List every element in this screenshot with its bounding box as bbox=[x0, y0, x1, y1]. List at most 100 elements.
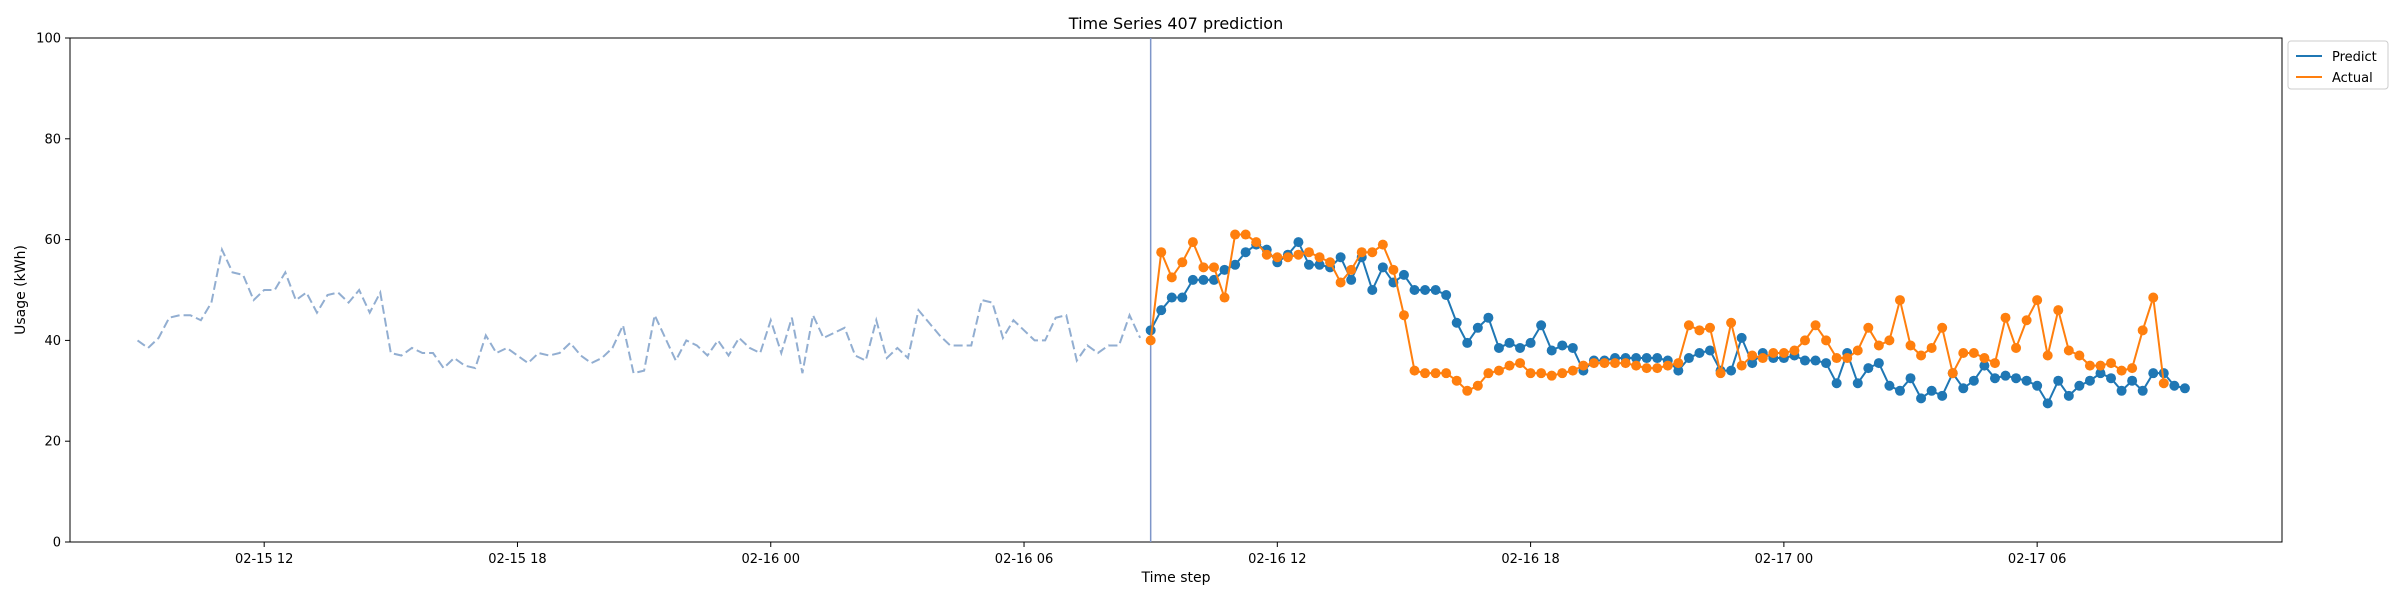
predict-point bbox=[1683, 353, 1694, 364]
predict-point bbox=[1958, 383, 1969, 394]
actual-point bbox=[1409, 365, 1420, 376]
predict-point bbox=[1525, 337, 1536, 348]
actual-point bbox=[2042, 350, 2053, 361]
predict-point bbox=[1177, 292, 1188, 303]
predict-point bbox=[1187, 274, 1198, 285]
actual-point bbox=[1462, 385, 1473, 396]
actual-point bbox=[1187, 237, 1198, 248]
predict-point bbox=[1873, 358, 1884, 369]
actual-point bbox=[1947, 368, 1958, 379]
predict-point bbox=[1335, 252, 1346, 263]
actual-point bbox=[2074, 350, 2085, 361]
legend-label-actual: Actual bbox=[2332, 71, 2373, 86]
predict-point bbox=[1504, 337, 1515, 348]
predict-point bbox=[2011, 373, 2022, 384]
actual-point bbox=[1673, 358, 1684, 369]
y-tick-label: 100 bbox=[36, 32, 61, 47]
predict-point bbox=[1567, 342, 1578, 353]
actual-point bbox=[1958, 348, 1969, 358]
predict-point bbox=[1536, 320, 1547, 331]
actual-point bbox=[1430, 368, 1441, 379]
actual-point bbox=[2148, 292, 2159, 303]
predict-point bbox=[1905, 373, 1916, 384]
predict-point bbox=[1367, 285, 1378, 295]
actual-point bbox=[1641, 363, 1652, 374]
legend: Predict Actual bbox=[2287, 40, 2389, 90]
actual-point bbox=[1219, 292, 1230, 303]
predict-point bbox=[1483, 312, 1494, 323]
actual-point bbox=[2032, 295, 2043, 306]
predict-point bbox=[1451, 317, 1462, 328]
y-tick-label: 60 bbox=[44, 233, 61, 248]
actual-point bbox=[1208, 262, 1219, 273]
predict-point bbox=[1694, 348, 1705, 358]
actual-point bbox=[1536, 368, 1547, 379]
actual-point bbox=[2021, 315, 2032, 326]
actual-point bbox=[1567, 365, 1578, 376]
actual-point bbox=[2158, 378, 2169, 389]
actual-point bbox=[1620, 358, 1631, 369]
actual-point bbox=[1789, 345, 1800, 356]
actual-point bbox=[1166, 272, 1177, 283]
predict-point bbox=[1863, 363, 1874, 374]
history-series bbox=[136, 38, 1152, 542]
actual-point bbox=[1377, 239, 1388, 250]
predict-point bbox=[2042, 398, 2053, 409]
y-tick-label: 0 bbox=[53, 536, 61, 551]
predict-point bbox=[1821, 358, 1832, 369]
y-tick-label: 80 bbox=[44, 132, 61, 147]
history-line bbox=[136, 246, 1142, 375]
predict-point bbox=[1472, 322, 1483, 333]
actual-point bbox=[1272, 252, 1283, 263]
actual-point bbox=[1989, 358, 2000, 369]
predict-point bbox=[1546, 345, 1557, 356]
predict-point bbox=[1409, 285, 1420, 295]
predict-point bbox=[2021, 375, 2032, 386]
predict-point bbox=[1894, 385, 1905, 396]
x-axis-label: Time step bbox=[1141, 570, 1211, 586]
actual-point bbox=[1652, 363, 1663, 374]
plot-frame bbox=[69, 37, 2283, 543]
y-axis-ticks: 0 20 40 60 80 100 bbox=[36, 32, 70, 551]
y-tick-label: 20 bbox=[44, 435, 61, 450]
actual-point bbox=[1705, 322, 1715, 333]
actual-point bbox=[1831, 353, 1842, 364]
predict-point bbox=[1852, 378, 1863, 389]
series-actual bbox=[1145, 229, 2169, 396]
actual-point bbox=[1662, 360, 1673, 371]
actual-point bbox=[1768, 348, 1779, 358]
predict-point bbox=[2169, 380, 2180, 391]
predict-point bbox=[1937, 390, 1948, 401]
actual-point bbox=[1736, 360, 1747, 371]
actual-point bbox=[2053, 305, 2064, 316]
actual-point bbox=[1240, 229, 1251, 240]
predict-point bbox=[2116, 385, 2127, 396]
predict-point bbox=[2148, 368, 2159, 379]
actual-point bbox=[1968, 348, 1979, 358]
actual-point bbox=[1198, 262, 1209, 273]
actual-point bbox=[1778, 348, 1789, 358]
actual-point bbox=[1631, 360, 1642, 371]
x-tick-label: 02-17 00 bbox=[1755, 552, 1813, 567]
actual-point bbox=[2127, 363, 2138, 374]
actual-point bbox=[1894, 295, 1905, 306]
predict-point bbox=[1884, 380, 1895, 391]
actual-point bbox=[1472, 380, 1483, 391]
actual-point bbox=[2000, 312, 2011, 323]
actual-point bbox=[2011, 342, 2022, 353]
actual-point bbox=[1515, 358, 1526, 369]
predict-point bbox=[1346, 274, 1357, 285]
actual-point bbox=[2106, 358, 2117, 369]
predict-point bbox=[1926, 385, 1937, 396]
actual-point bbox=[1451, 375, 1462, 386]
y-tick-label: 40 bbox=[44, 334, 61, 349]
predict-point bbox=[1462, 337, 1473, 348]
actual-point bbox=[1546, 370, 1557, 381]
actual-point bbox=[1599, 358, 1610, 369]
predict-point bbox=[1156, 305, 1167, 316]
predict-point bbox=[2095, 368, 2106, 379]
predict-point bbox=[2032, 380, 2043, 391]
x-tick-label: 02-16 12 bbox=[1248, 552, 1306, 567]
predict-point bbox=[2074, 380, 2085, 391]
